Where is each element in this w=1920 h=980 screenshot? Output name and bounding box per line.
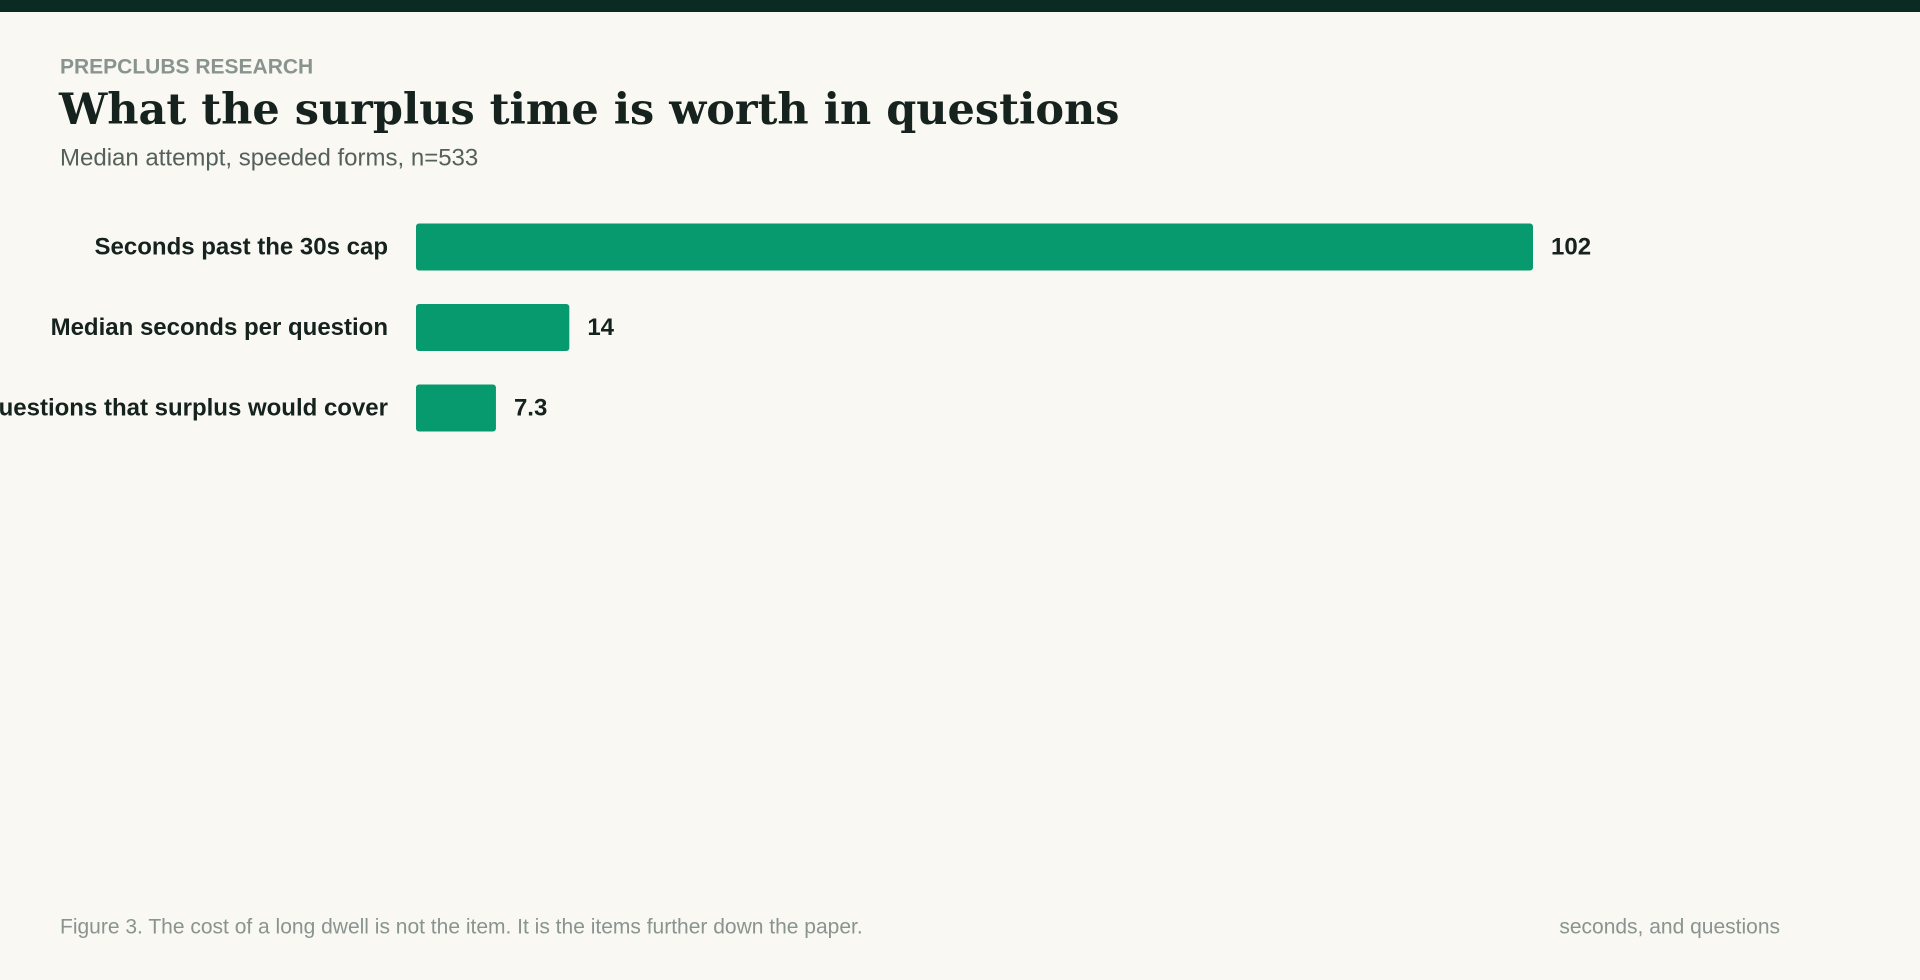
caption: Figure 3. The cost of a long dwell is no…	[60, 916, 863, 939]
value-label: 7.3	[514, 394, 547, 421]
value-label: 14	[587, 314, 614, 341]
value-label: 102	[1551, 233, 1591, 260]
category-label: Seconds past the 30s cap	[95, 233, 388, 260]
chart-title: What the surplus time is worth in questi…	[58, 85, 1119, 135]
subtitle: Median attempt, speeded forms, n=533	[60, 144, 478, 171]
category-label: Questions that surplus would cover	[0, 394, 388, 421]
category-label: Median seconds per question	[51, 314, 388, 341]
top-bar	[0, 0, 1920, 12]
bar	[416, 304, 570, 351]
kicker: PREPCLUBS RESEARCH	[60, 56, 313, 79]
bar	[416, 384, 496, 432]
units-note: seconds, and questions	[1559, 916, 1780, 939]
bar	[416, 223, 1533, 271]
